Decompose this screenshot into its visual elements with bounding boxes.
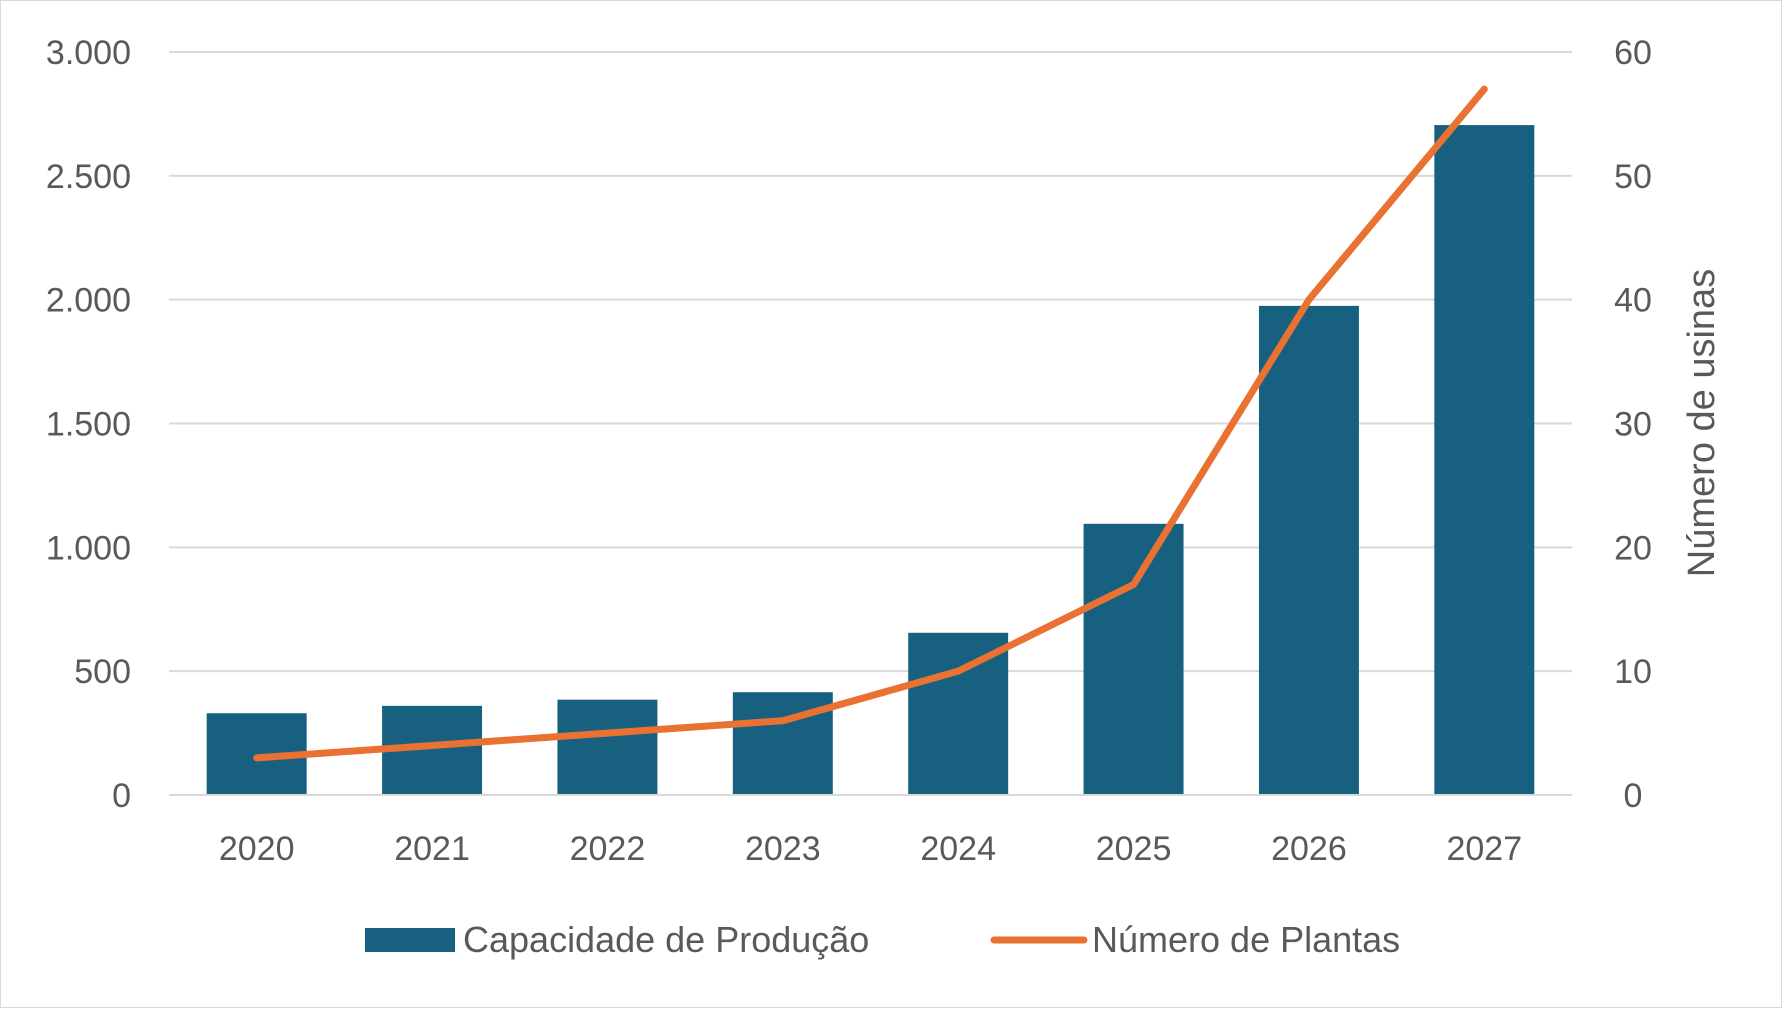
x-tick-label: 2023 <box>745 830 821 868</box>
left-tick-label: 500 <box>74 653 131 691</box>
left-tick-label: 2.500 <box>46 158 131 196</box>
legend: Capacidade de Produção Número de Plantas <box>365 919 1400 960</box>
left-tick-label: 1.000 <box>46 529 131 567</box>
left-tick-label: 3.000 <box>46 34 131 72</box>
bar-2022 <box>557 700 657 795</box>
left-tick-label: 2.000 <box>46 282 131 320</box>
left-tick-label: 1.500 <box>46 406 131 444</box>
right-tick-label: 50 <box>1614 158 1652 196</box>
x-tick-label: 2022 <box>570 830 646 868</box>
gridlines <box>169 52 1572 671</box>
right-tick-label: 10 <box>1614 653 1652 691</box>
right-tick-label: 40 <box>1614 282 1652 320</box>
bar-2026 <box>1259 306 1359 795</box>
legend-swatch-capacidade <box>365 928 455 952</box>
right-axis-title: Número de usinas <box>1681 269 1723 577</box>
right-tick-label: 20 <box>1614 529 1652 567</box>
x-tick-label: 2024 <box>920 830 996 868</box>
x-tick-label: 2025 <box>1096 830 1172 868</box>
x-tick-label: 2020 <box>219 830 295 868</box>
legend-label-plantas: Número de Plantas <box>1092 919 1400 960</box>
x-tick-label: 2021 <box>394 830 470 868</box>
right-tick-label: 60 <box>1614 34 1652 72</box>
x-tick-label: 2026 <box>1271 830 1347 868</box>
legend-label-capacidade: Capacidade de Produção <box>463 919 869 960</box>
bar-2025 <box>1084 524 1184 795</box>
right-tick-label: 0 <box>1624 777 1643 815</box>
bar-2027 <box>1434 125 1534 795</box>
x-tick-label: 2027 <box>1446 830 1522 868</box>
left-tick-label: 0 <box>112 777 131 815</box>
right-tick-label: 30 <box>1614 406 1652 444</box>
